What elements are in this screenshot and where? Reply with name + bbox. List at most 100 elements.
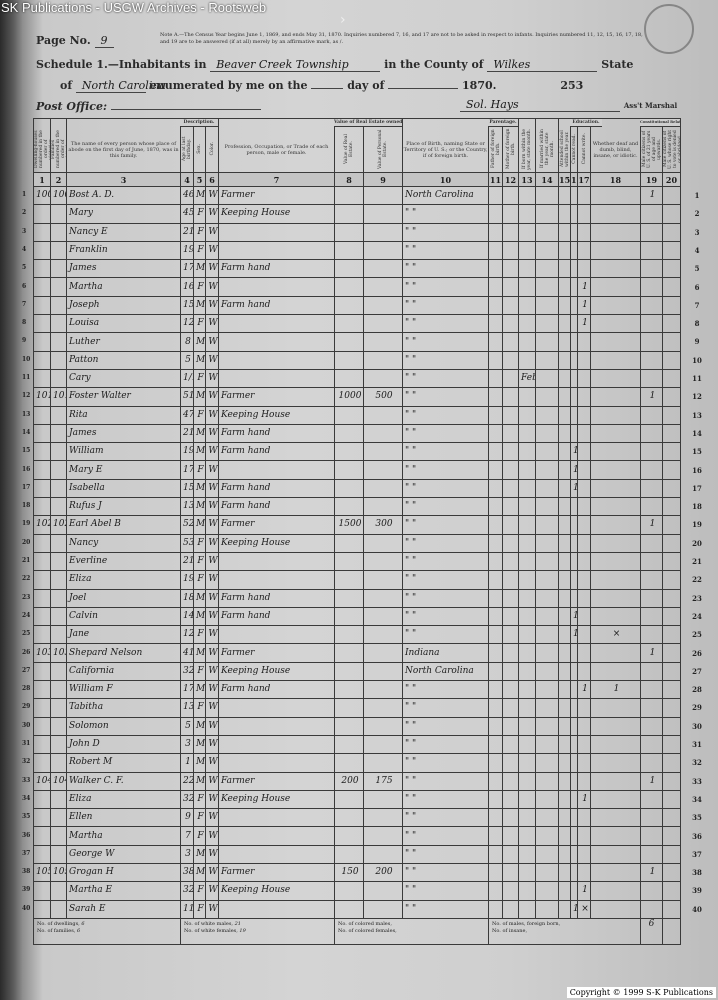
column-number-2: 2 xyxy=(50,172,67,187)
cell-col-9 xyxy=(363,259,403,279)
cell-col-7: Farm hand xyxy=(218,478,335,499)
cell-col-13 xyxy=(518,881,536,901)
cell-col-16 xyxy=(570,387,578,407)
cell-col-14 xyxy=(535,460,559,480)
line-number: 13 xyxy=(692,410,702,420)
cell-col-20 xyxy=(662,277,681,297)
cell-col-7: Farmer xyxy=(218,515,335,535)
next-arrow-icon[interactable]: › xyxy=(340,12,346,28)
cell-col-16 xyxy=(570,185,578,206)
cell-col-1: 104 xyxy=(33,771,51,791)
cell-col-13 xyxy=(518,314,536,334)
cell-col-6: W xyxy=(205,423,219,444)
cell-col-15 xyxy=(558,533,571,553)
cell-col-10: " " xyxy=(402,533,489,553)
cell-col-17 xyxy=(577,862,591,883)
cell-col-16 xyxy=(570,405,578,425)
cell-col-15 xyxy=(558,222,571,242)
table-row: John D 3 M W " " xyxy=(33,734,681,755)
cell-col-20 xyxy=(662,204,681,224)
cell-col-12 xyxy=(502,350,519,370)
cell-col-17 xyxy=(577,332,591,352)
cell-col-10: " " xyxy=(402,277,489,297)
cell-col-9: 500 xyxy=(363,387,403,407)
line-number: 34 xyxy=(692,794,702,804)
cell-col-10: " " xyxy=(402,314,489,334)
white-males-total: No. of white males, 21 xyxy=(184,920,241,927)
cell-col-16 xyxy=(570,716,578,736)
cell-col-13 xyxy=(518,295,536,316)
cell-col-7 xyxy=(218,734,335,755)
cell-col-17: 1 xyxy=(577,680,591,700)
person-name: William F xyxy=(66,680,181,700)
cell-col-6: W xyxy=(205,661,219,682)
cell-col-20 xyxy=(662,442,681,462)
cell-col-10: " " xyxy=(402,240,489,261)
cell-col-2 xyxy=(50,899,67,919)
line-number: 35 xyxy=(692,813,702,823)
line-number: 38 xyxy=(692,868,702,878)
cell-col-18: × xyxy=(590,625,641,645)
cell-col-12 xyxy=(502,478,519,499)
cell-col-19 xyxy=(640,332,663,352)
cell-col-8 xyxy=(334,606,364,627)
cell-col-7: Keeping House xyxy=(218,204,335,224)
cell-col-11 xyxy=(488,625,503,645)
cell-col-17 xyxy=(577,405,591,425)
post-office-line: Post Office: xyxy=(36,100,261,113)
cell-col-10: " " xyxy=(402,497,489,517)
cell-col-8 xyxy=(334,826,364,846)
cell-col-10: " " xyxy=(402,789,489,810)
marshal-line: Sol. Hays Ass't Marshal xyxy=(460,98,677,112)
cell-col-16: 1 xyxy=(570,625,578,645)
cell-col-5: F xyxy=(193,661,206,682)
table-row: Joseph 15 M W Farm hand " " 1 xyxy=(33,295,681,316)
cell-col-10: " " xyxy=(402,899,489,919)
table-row: Robert M 1 M W " " xyxy=(33,753,681,773)
cell-col-10: " " xyxy=(402,222,489,242)
cell-col-9: 175 xyxy=(363,771,403,791)
table-row: James 17 M W Farm hand " " xyxy=(33,259,681,279)
table-row: Mary 45 F W Keeping House " " xyxy=(33,204,681,224)
cell-col-2 xyxy=(50,368,67,389)
cell-col-14 xyxy=(535,515,559,535)
line-number-left: 29 xyxy=(22,703,31,711)
cell-col-8 xyxy=(334,844,364,864)
line-number: 24 xyxy=(692,611,702,621)
cell-col-9 xyxy=(363,734,403,755)
table-row: Luther 8 M W " " xyxy=(33,332,681,352)
cell-col-7: Farmer xyxy=(218,185,335,206)
cell-col-6: W xyxy=(205,606,219,627)
cell-col-8: 1500 xyxy=(334,515,364,535)
cell-col-16 xyxy=(570,588,578,608)
cell-col-12 xyxy=(502,240,519,261)
cell-col-16 xyxy=(570,423,578,444)
table-row: William F 17 M W Farm hand " " 1 1 xyxy=(33,680,681,700)
cell-col-12 xyxy=(502,442,519,462)
cell-col-2 xyxy=(50,625,67,645)
cell-col-18 xyxy=(590,478,641,499)
cell-col-6: W xyxy=(205,698,219,718)
cell-col-10: " " xyxy=(402,387,489,407)
cell-col-2 xyxy=(50,661,67,682)
cell-col-17 xyxy=(577,497,591,517)
cell-col-13 xyxy=(518,387,536,407)
page-number: Page No. 9 xyxy=(36,34,114,48)
table-row: Louisa 12 F W " " 1 xyxy=(33,314,681,334)
cell-col-11 xyxy=(488,844,503,864)
cell-col-9 xyxy=(363,551,403,572)
line-number: 10 xyxy=(692,355,702,365)
column-number-row: 1234567891011121314151617181920 xyxy=(33,172,681,187)
cell-col-2 xyxy=(50,240,67,261)
cell-col-18 xyxy=(590,332,641,352)
cell-col-11 xyxy=(488,259,503,279)
cell-col-19 xyxy=(640,368,663,389)
cell-col-9 xyxy=(363,332,403,352)
cell-col-20 xyxy=(662,789,681,810)
person-name: Shepard Nelson xyxy=(66,643,181,663)
column-number-14: 14 xyxy=(535,172,559,187)
cell-col-18 xyxy=(590,185,641,206)
cell-col-13: Feb xyxy=(518,368,536,389)
cell-col-11 xyxy=(488,332,503,352)
